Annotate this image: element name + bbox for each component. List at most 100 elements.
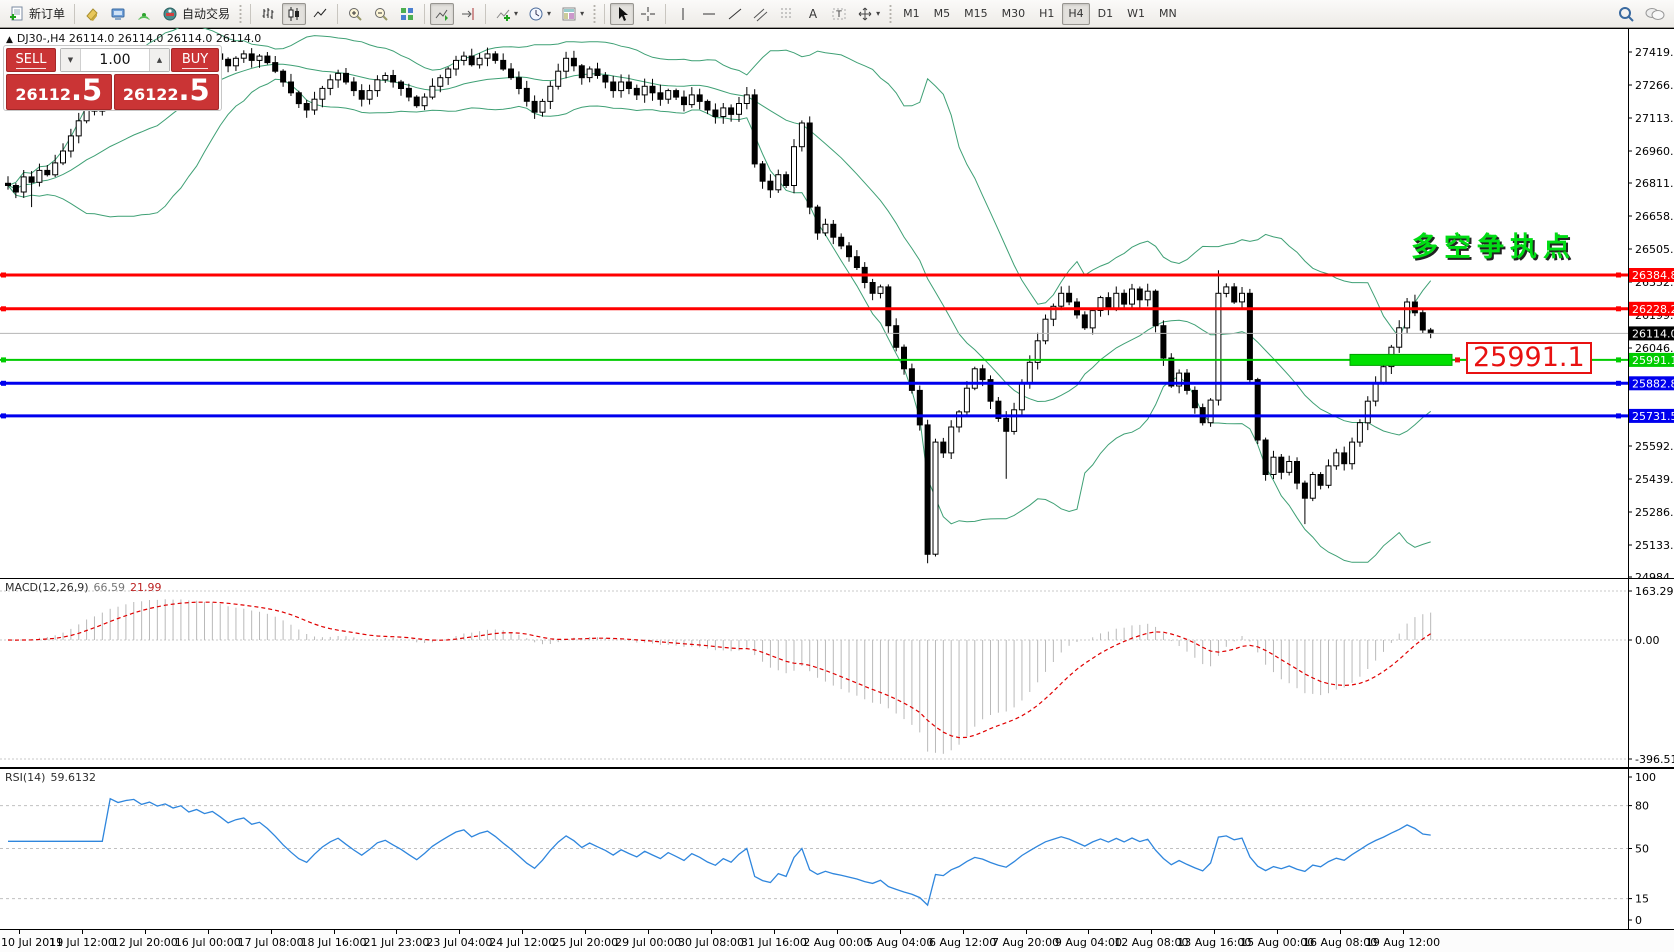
- rsi-scale-label: 50: [1635, 843, 1649, 856]
- volume-value[interactable]: 1.00: [99, 52, 131, 68]
- time-tick-label: 31 Jul 16:00: [740, 936, 807, 949]
- sell-price-button[interactable]: 26112 .5: [6, 74, 112, 110]
- chart-shift-button[interactable]: [456, 3, 480, 25]
- callout-anchor[interactable]: [1455, 357, 1460, 363]
- new-order-button[interactable]: 新订单: [5, 3, 69, 25]
- zoom-in-button[interactable]: [343, 3, 367, 25]
- buy-price-button[interactable]: 26122 .5: [113, 74, 219, 110]
- price-tick-label: 26960.0: [1635, 145, 1674, 158]
- timeframe-m5-button[interactable]: M5: [933, 7, 951, 20]
- line-handle[interactable]: [1616, 413, 1621, 419]
- text-button[interactable]: A: [801, 3, 825, 25]
- time-tick: [81, 930, 83, 934]
- line-handle[interactable]: [1, 413, 6, 419]
- toolbar-drag-handle[interactable]: [888, 3, 894, 24]
- timeframe-w1-button[interactable]: W1: [1127, 7, 1145, 20]
- horizontal-lines[interactable]: [0, 272, 1628, 419]
- timeframe-h4-button[interactable]: H4: [1062, 2, 1090, 25]
- time-tick-label: 6 Aug 12:00: [929, 936, 997, 949]
- cursor-button[interactable]: [610, 2, 635, 25]
- signals-button[interactable]: [132, 3, 156, 25]
- autotrade-icon: [162, 6, 178, 22]
- price-axis[interactable]: 27419.0 27266.0 27113.0 26960.0 26811.5 26658…: [1628, 46, 1674, 578]
- template-icon: [561, 6, 577, 22]
- chevron-down-icon[interactable]: ▾: [547, 9, 552, 18]
- chevron-down-icon[interactable]: ▾: [876, 9, 881, 18]
- macd-panel[interactable]: 163.29 0.00 -396.51: [0, 578, 1674, 768]
- line-handle[interactable]: [1616, 272, 1621, 278]
- time-tick: [773, 930, 775, 934]
- line-handle[interactable]: [1, 380, 6, 386]
- timeframe-mn-button[interactable]: MN: [1159, 7, 1177, 20]
- price-callout-box[interactable]: 25991.1: [1466, 342, 1592, 374]
- templates-button[interactable]: ▾: [557, 3, 588, 25]
- time-tick: [1025, 930, 1027, 934]
- layouts-button[interactable]: [80, 3, 104, 25]
- timeframe-m1-button[interactable]: M1: [903, 7, 920, 20]
- fibonacci-button[interactable]: [775, 3, 799, 25]
- time-tick: [270, 930, 272, 934]
- price-tag: [1629, 408, 1674, 423]
- periods-button[interactable]: ▾: [524, 3, 555, 25]
- chevron-down-icon[interactable]: ▾: [514, 9, 519, 18]
- chat-button[interactable]: [1641, 3, 1669, 25]
- timeframe-m30-button[interactable]: M30: [1001, 7, 1026, 20]
- horizontal-line-button[interactable]: [697, 3, 721, 25]
- toolbar-separator: [604, 3, 606, 24]
- vertical-line-button[interactable]: [671, 3, 695, 25]
- sell-button[interactable]: SELL: [6, 48, 56, 72]
- time-tick-label: 17 Jul 08:00: [237, 936, 304, 949]
- volume-increase-button[interactable]: ▲: [149, 49, 169, 71]
- line-handle[interactable]: [1616, 380, 1621, 386]
- label-button[interactable]: T: [827, 3, 851, 25]
- community-button[interactable]: [106, 3, 130, 25]
- search-button[interactable]: [1613, 3, 1639, 25]
- autoscroll-icon: [434, 6, 450, 22]
- toolbar-drag-handle[interactable]: [238, 3, 244, 24]
- indicators-button[interactable]: ▾: [491, 3, 522, 25]
- arrows-button[interactable]: ▾: [853, 3, 884, 25]
- line-handle[interactable]: [1616, 306, 1621, 312]
- time-tick: [1403, 930, 1405, 934]
- timeframe-h1-button[interactable]: H1: [1039, 7, 1055, 20]
- time-tick-label: 16 Jul 00:00: [174, 936, 241, 949]
- vline-icon: [675, 6, 691, 22]
- collapse-triangle-icon[interactable]: ▲: [6, 35, 13, 45]
- trendline-button[interactable]: [723, 3, 747, 25]
- label-icon: T: [831, 6, 847, 22]
- chart-annotation-text[interactable]: 多空争执点: [1411, 232, 1576, 263]
- rsi-panel[interactable]: 100 80 50 15 0: [0, 768, 1674, 930]
- tile-windows-button[interactable]: [395, 3, 419, 25]
- autotrading-button[interactable]: 自动交易: [158, 3, 234, 25]
- line-chart-button[interactable]: [308, 3, 332, 25]
- line-handle[interactable]: [1, 357, 6, 363]
- one-click-trading-panel: SELL ▼ 1.00 ▲ BUY 26112 .5 26122 .5: [3, 45, 222, 111]
- crosshair-button[interactable]: [636, 3, 660, 25]
- bar-chart-button[interactable]: [256, 3, 280, 25]
- toolbar-drag-handle[interactable]: [592, 3, 598, 24]
- time-tick: [19, 930, 20, 934]
- time-tick-label: 11 Jul 12:00: [48, 936, 115, 949]
- line-handle[interactable]: [1, 272, 6, 278]
- channel-button[interactable]: [749, 3, 773, 25]
- toolbar-separator: [74, 3, 76, 24]
- volume-decrease-button[interactable]: ▼: [61, 49, 81, 71]
- time-axis[interactable]: 10 Jul 2019 11 Jul 12:00 12 Jul 20:00 16 Ju…: [0, 930, 1674, 952]
- timeframe-d1-button[interactable]: D1: [1097, 7, 1114, 20]
- price-chart[interactable]: 27419.0 27266.0 27113.0 26960.0 26811.5 26658…: [0, 28, 1674, 578]
- price-tag: [1629, 301, 1674, 316]
- line-handle[interactable]: [1, 306, 6, 312]
- buy-button[interactable]: BUY: [171, 48, 219, 72]
- buy-price-main: 26122: [122, 85, 179, 104]
- time-tick: [396, 930, 398, 934]
- support-zone-rect[interactable]: [1349, 353, 1453, 366]
- zoom-out-button[interactable]: [369, 3, 393, 25]
- rsi-scale-label: 0: [1635, 914, 1642, 927]
- candlestick-chart-button[interactable]: [282, 2, 307, 25]
- chart-window: 27419.0 27266.0 27113.0 26960.0 26811.5 26658…: [0, 28, 1674, 952]
- timeframe-m15-button[interactable]: M15: [964, 7, 988, 20]
- zoom-out-icon: [373, 6, 389, 22]
- eraser-icon: [84, 6, 100, 22]
- chevron-down-icon[interactable]: ▾: [580, 9, 585, 18]
- auto-scroll-button[interactable]: [430, 2, 455, 25]
